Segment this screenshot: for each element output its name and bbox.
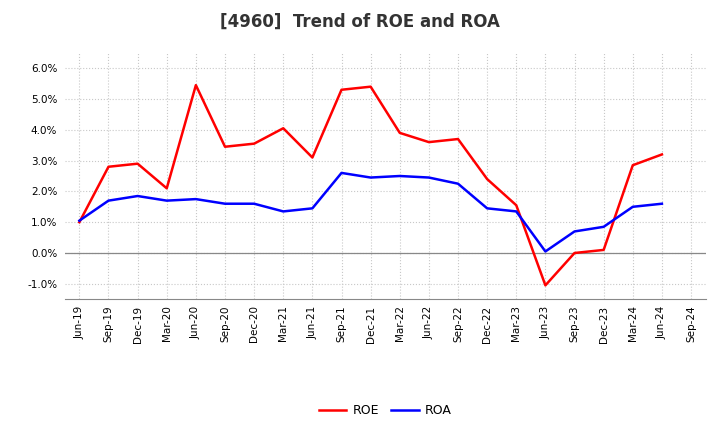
- ROE: [163, 186, 171, 191]
- ROE: [570, 250, 579, 256]
- ROE: [308, 155, 317, 160]
- Legend: ROE, ROA: ROE, ROA: [313, 399, 457, 422]
- ROE: [366, 84, 375, 89]
- ROE: [279, 126, 287, 131]
- ROE: [133, 161, 142, 166]
- ROA: [454, 181, 462, 187]
- ROA: [395, 173, 404, 179]
- ROA: [483, 205, 492, 211]
- ROA: [279, 209, 287, 214]
- Text: [4960]  Trend of ROE and ROA: [4960] Trend of ROE and ROA: [220, 13, 500, 31]
- ROA: [570, 229, 579, 234]
- ROE: [629, 162, 637, 168]
- ROA: [104, 198, 113, 203]
- ROE: [512, 202, 521, 208]
- ROA: [220, 201, 229, 206]
- ROA: [163, 198, 171, 203]
- ROE: [220, 144, 229, 149]
- ROE: [454, 136, 462, 142]
- ROA: [366, 175, 375, 180]
- ROE: [104, 164, 113, 169]
- ROA: [541, 249, 550, 254]
- ROA: [250, 201, 258, 206]
- ROA: [425, 175, 433, 180]
- ROE: [599, 247, 608, 253]
- ROA: [308, 205, 317, 211]
- ROA: [75, 218, 84, 224]
- ROE: [192, 83, 200, 88]
- ROE: [337, 87, 346, 92]
- ROA: [337, 170, 346, 176]
- ROE: [425, 139, 433, 145]
- ROE: [75, 220, 84, 225]
- ROA: [512, 209, 521, 214]
- ROE: [395, 130, 404, 136]
- ROE: [657, 152, 666, 157]
- ROA: [657, 201, 666, 206]
- Line: ROE: ROE: [79, 85, 662, 286]
- ROA: [599, 224, 608, 230]
- ROE: [541, 283, 550, 288]
- ROE: [250, 141, 258, 146]
- ROA: [629, 204, 637, 209]
- ROA: [192, 196, 200, 202]
- ROE: [483, 176, 492, 182]
- Line: ROA: ROA: [79, 173, 662, 252]
- ROA: [133, 194, 142, 199]
